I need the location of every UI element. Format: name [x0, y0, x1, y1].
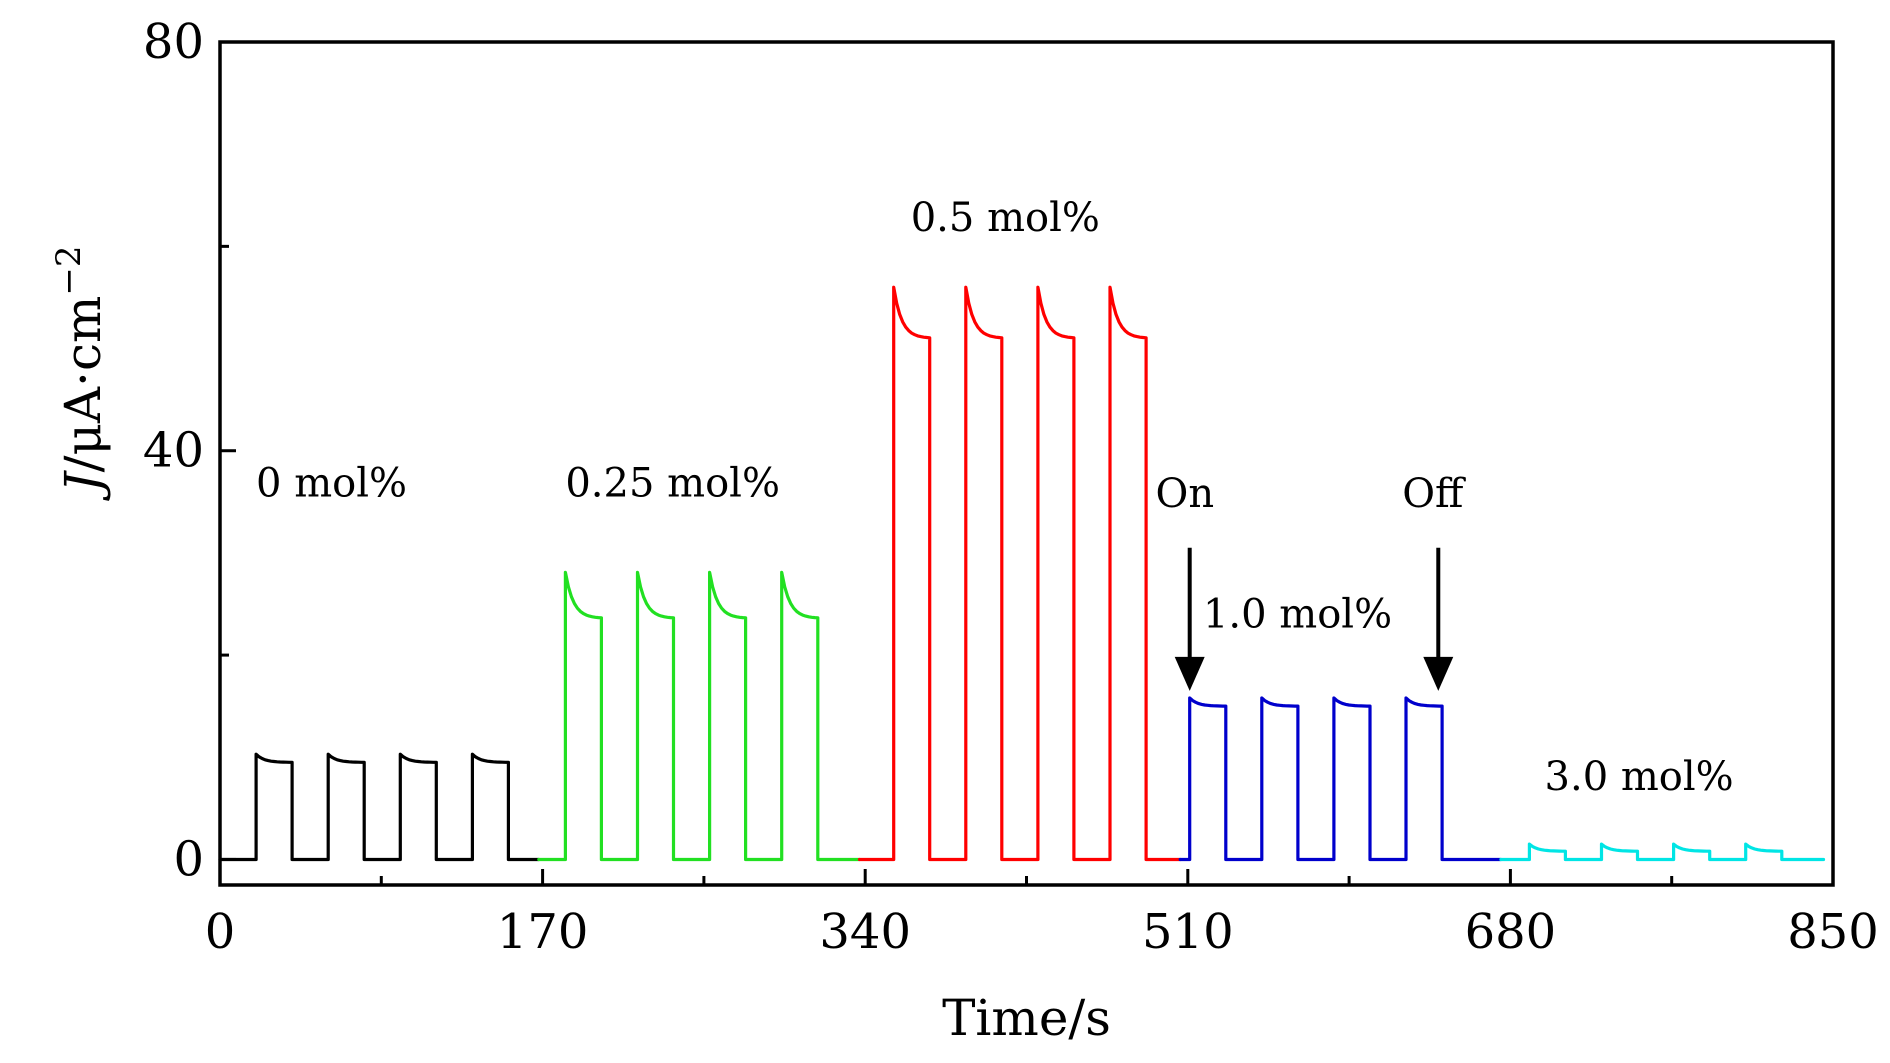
arrow-head [1174, 656, 1205, 691]
x-tick-label: 0 [205, 904, 236, 960]
series-line [218, 752, 541, 862]
y-axis-title: J/μA·cm−2 [49, 246, 112, 502]
annotation-label: On [1156, 471, 1215, 517]
series-line [857, 285, 1182, 862]
annotation-label: Off [1402, 471, 1466, 517]
series-line [1178, 696, 1503, 862]
x-axis-title: Time/s [942, 989, 1111, 1047]
tick-label-layer: 0 170 340 510 680 850 0 40 80 [143, 14, 1879, 960]
y-tick-label: 80 [143, 14, 204, 70]
y-tick-label: 40 [143, 423, 204, 479]
annotation-label: 1.0 mol% [1203, 592, 1392, 638]
tick-layer [218, 40, 1835, 885]
x-tick-label: 680 [1465, 904, 1557, 960]
on-arrow [1174, 547, 1205, 691]
arrow-head [1423, 656, 1454, 691]
y-axis-title-exponent: −2 [49, 246, 89, 296]
annotation-layer: 0 mol% 0.25 mol% 0.5 mol% On Off 1.0 mol% 3.0 … [256, 195, 1734, 800]
y-axis-title-symbol: J [54, 469, 112, 501]
series-line [537, 570, 862, 862]
annotation-label: 0.5 mol% [911, 195, 1100, 241]
series-line [1499, 842, 1826, 862]
arrow-layer [1174, 547, 1454, 691]
annotation-label: 0 mol% [256, 461, 407, 507]
annotation-label: 3.0 mol% [1545, 754, 1734, 800]
x-tick-label: 340 [819, 904, 911, 960]
y-tick-label: 0 [173, 831, 204, 887]
series-layer [218, 285, 1826, 862]
annotation-label: 0.25 mol% [565, 461, 780, 507]
x-tick-label: 170 [497, 904, 589, 960]
y-axis-title-unit: /μA·cm [54, 296, 112, 473]
x-tick-label: 510 [1142, 904, 1234, 960]
x-tick-label: 850 [1787, 904, 1879, 960]
off-arrow [1423, 547, 1454, 691]
